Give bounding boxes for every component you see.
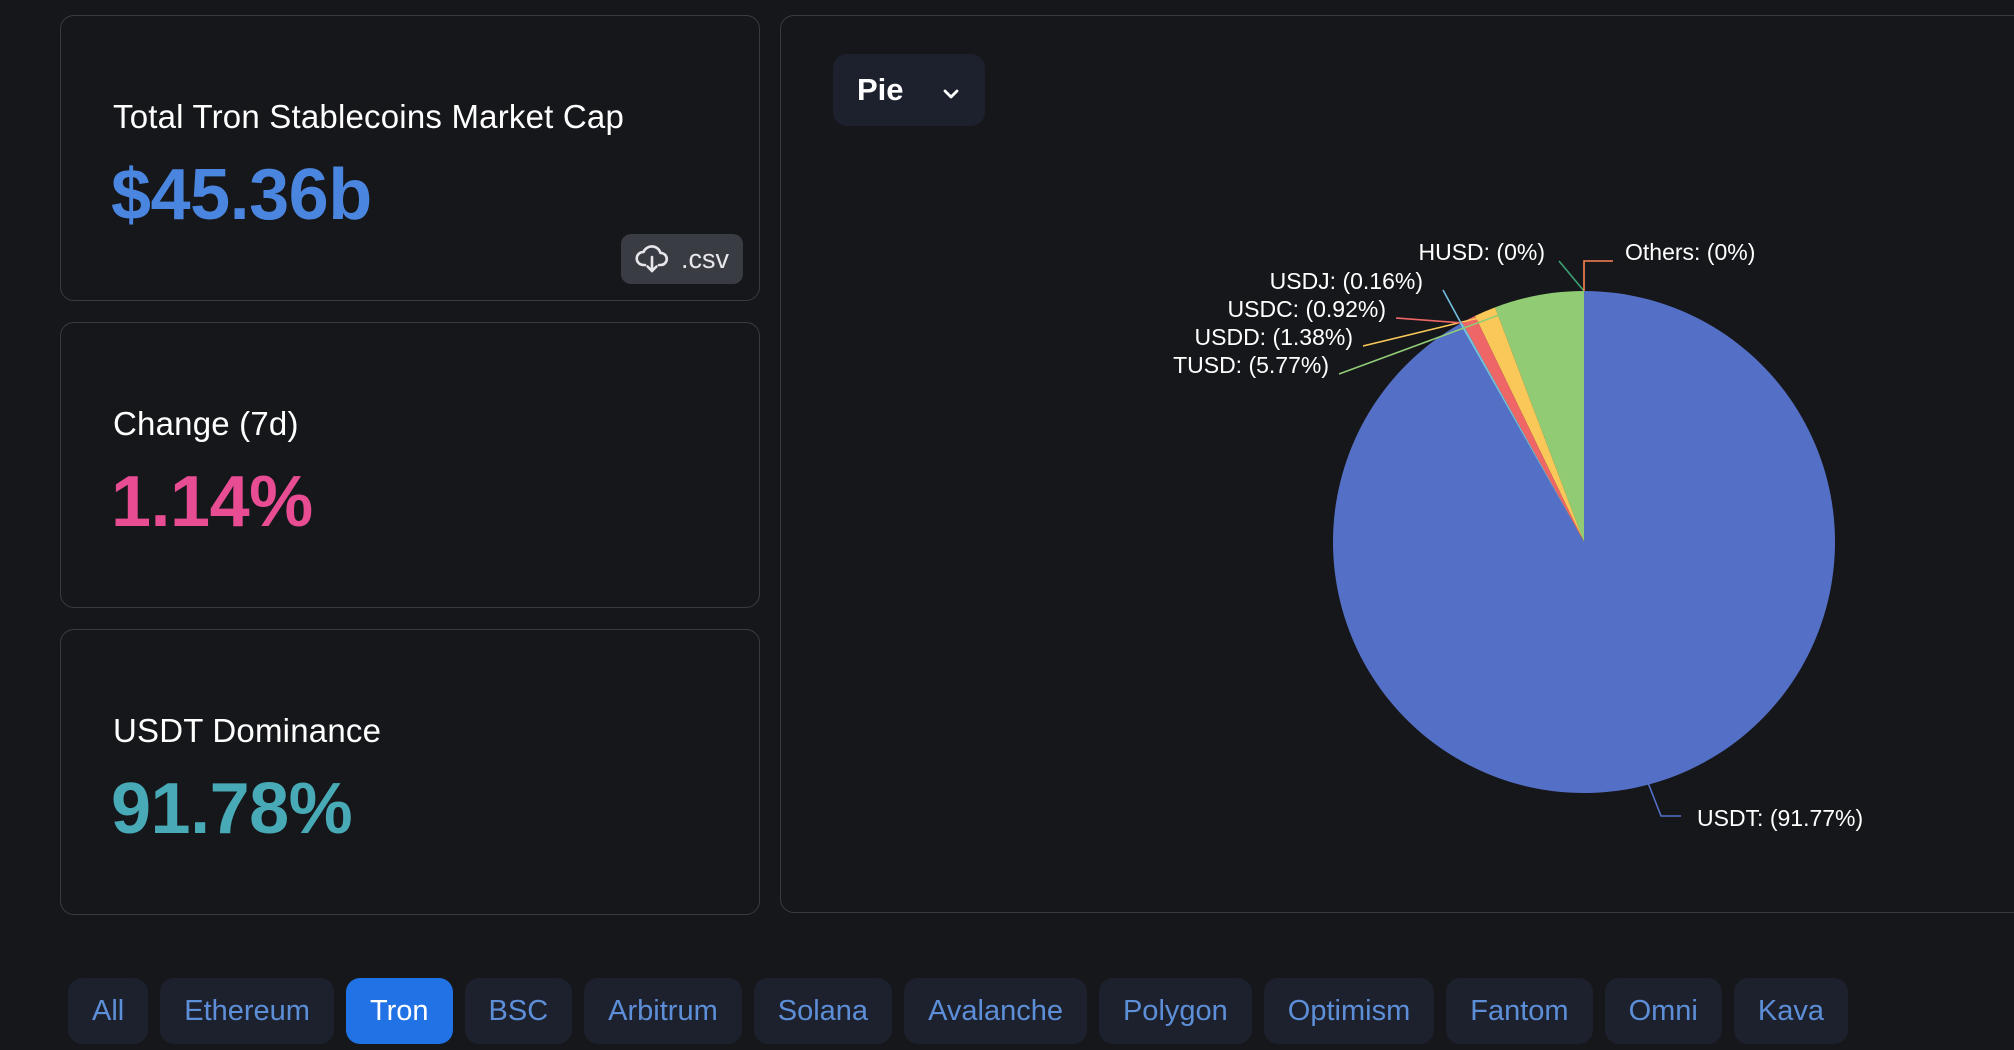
dominance-label: USDT Dominance — [113, 712, 382, 749]
chart-type-value: Pie — [857, 72, 904, 107]
chain-chip-omni[interactable]: Omni — [1604, 978, 1722, 1044]
download-csv-button[interactable]: .csv — [620, 234, 743, 284]
leader-line-husd — [1558, 260, 1585, 292]
chain-chip-polygon[interactable]: Polygon — [1098, 978, 1252, 1044]
market-cap-value: $45.36b — [111, 155, 372, 235]
chain-chip-ethereum[interactable]: Ethereum — [160, 978, 334, 1044]
pie-slice-usdd[interactable] — [1474, 307, 1584, 542]
chain-chip-solana[interactable]: Solana — [753, 978, 893, 1044]
chain-filter-bar: All Ethereum Tron BSC Arbitrum Solana Avalanch… — [68, 978, 1848, 1044]
slice-label-usdc: USDC: (0.92%) — [1228, 296, 1386, 322]
pie-slice-usdj[interactable] — [1459, 322, 1584, 542]
leader-line-usdc — [1395, 317, 1471, 325]
chain-chip-kava[interactable]: Kava — [1733, 978, 1848, 1044]
usdt-dominance-card: USDT Dominance 91.78% — [60, 629, 760, 915]
leader-line-tusd — [1338, 299, 1540, 375]
change-7d-label: Change (7d) — [113, 405, 299, 442]
leader-line-usdd — [1362, 315, 1488, 347]
leader-line-usdt — [1646, 779, 1681, 817]
chart-type-dropdown[interactable]: Pie — [833, 54, 985, 126]
chain-chip-all[interactable]: All — [68, 978, 149, 1044]
pie-slice-tusd[interactable] — [1494, 291, 1584, 542]
change-7d-value: 1.14% — [111, 462, 313, 542]
chain-chip-optimism[interactable]: Optimism — [1263, 978, 1435, 1044]
pie-chart: USDT: (91.77%) TUSD: (5.77%)USDD: (1.38%)… — [1173, 239, 1863, 831]
chain-chip-avalanche[interactable]: Avalanche — [904, 978, 1087, 1044]
slice-label-usdj: USDJ: (0.16%) — [1270, 268, 1423, 294]
leader-line-usdj — [1442, 289, 1465, 328]
pie-slice-usdc[interactable] — [1462, 315, 1584, 542]
slice-label-tusd: TUSD: (5.77%) — [1173, 352, 1329, 378]
dominance-value: 91.78% — [111, 769, 353, 849]
leader-line-others — [1583, 260, 1613, 291]
chain-chip-bsc[interactable]: BSC — [464, 978, 573, 1044]
slice-label-usdt: USDT: (91.77%) — [1697, 805, 1863, 831]
cloud-download-icon — [635, 244, 669, 274]
csv-label: .csv — [680, 243, 729, 274]
chain-chip-tron[interactable]: Tron — [345, 978, 453, 1044]
pie-slice-usdt[interactable] — [1333, 291, 1836, 793]
slice-label-husd: HUSD: (0%) — [1418, 239, 1545, 265]
market-cap-label: Total Tron Stablecoins Market Cap — [113, 98, 625, 135]
chain-chip-arbitrum[interactable]: Arbitrum — [584, 978, 742, 1044]
chevron-down-icon — [942, 72, 960, 108]
market-cap-card: Total Tron Stablecoins Market Cap $45.36… — [60, 15, 760, 301]
change-7d-card: Change (7d) 1.14% — [60, 322, 760, 608]
chain-chip-fantom[interactable]: Fantom — [1446, 978, 1593, 1044]
slice-label-others: Others: (0%) — [1625, 239, 1755, 265]
chart-panel: Pie USDT: (91.77%) TUSD: (5.77%) USDD: (1.… — [780, 15, 2014, 913]
slice-label-usdd: USDD: (1.38%) — [1195, 324, 1353, 350]
